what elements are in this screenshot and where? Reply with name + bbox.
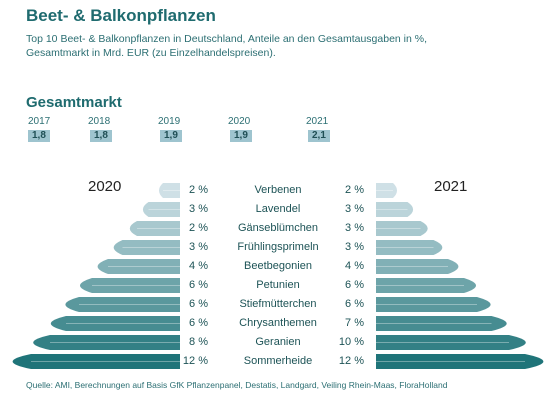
value-label-2020: 3 % (189, 202, 208, 215)
category-label: Frühlingsprimeln (237, 240, 319, 253)
category-label: Beetbegonien (244, 259, 312, 272)
category-label: Gänseblümchen (237, 221, 319, 234)
band-2021 (376, 354, 544, 369)
band-2021 (376, 221, 428, 236)
value-label-2021: 6 % (345, 278, 364, 291)
band-2021 (376, 259, 459, 274)
market-year-label: 2018 (88, 116, 111, 127)
value-label-2020: 2 % (189, 183, 208, 196)
value-label-2021: 10 % (338, 335, 364, 348)
band-2020 (159, 183, 180, 198)
value-label-2020: 3 % (189, 240, 208, 253)
band-2021 (376, 335, 526, 350)
value-label-2021: 3 % (345, 221, 364, 234)
band-2020 (50, 316, 180, 331)
band-2020 (142, 202, 180, 217)
value-label-2021: 3 % (345, 202, 364, 215)
category-label: Verbenen (254, 183, 302, 196)
chart-subtitle: Top 10 Beet- & Balkonpflanzen in Deutsch… (26, 33, 428, 59)
band-2021 (376, 278, 476, 293)
value-label-2020: 8 % (189, 335, 208, 348)
value-label-2021: 2 % (345, 183, 364, 196)
market-value: 1,8 (90, 130, 112, 142)
market-value: 1,8 (28, 130, 50, 142)
category-label: Sommerheide (243, 354, 313, 367)
year-2021-label: 2021 (434, 178, 468, 195)
value-label-2020: 6 % (189, 297, 208, 310)
band-2020 (12, 354, 180, 369)
band-2020 (33, 335, 181, 350)
market-year-label: 2021 (306, 116, 329, 127)
value-label-2021: 6 % (345, 297, 364, 310)
value-label-2021: 12 % (338, 354, 364, 367)
value-label-2020: 12 % (182, 354, 208, 367)
market-value: 2,1 (308, 130, 330, 142)
band-2021 (376, 183, 397, 198)
category-label: Lavendel (255, 202, 301, 215)
band-2020 (80, 278, 180, 293)
value-label-2020: 6 % (189, 278, 208, 291)
year-2020-label: 2020 (88, 178, 122, 195)
band-2021 (376, 240, 443, 255)
value-label-2020: 4 % (189, 259, 208, 272)
market-value: 1,9 (160, 130, 182, 142)
value-label-2020: 2 % (189, 221, 208, 234)
band-2020 (65, 297, 180, 312)
market-title: Gesamtmarkt (26, 94, 122, 111)
value-label-2021: 3 % (345, 240, 364, 253)
category-label: Geranien (255, 335, 301, 348)
band-2020 (113, 240, 180, 255)
market-year-label: 2019 (158, 116, 181, 127)
value-label-2020: 6 % (189, 316, 208, 329)
band-2021 (376, 202, 414, 217)
chart-title: Beet- & Balkonpflanzen (26, 6, 216, 25)
market-year-label: 2020 (228, 116, 251, 127)
category-label: Petunien (256, 278, 300, 291)
value-label-2021: 7 % (345, 316, 364, 329)
band-2020 (97, 259, 180, 274)
category-label: Stiefmütterchen (239, 297, 317, 310)
band-2021 (376, 316, 507, 331)
market-value: 1,9 (230, 130, 252, 142)
band-2020 (129, 221, 180, 236)
value-label-2021: 4 % (345, 259, 364, 272)
category-label: Chrysanthemen (239, 316, 317, 329)
source-note: Quelle: AMI, Berechnungen auf Basis GfK … (26, 380, 448, 390)
band-2021 (376, 297, 491, 312)
market-year-label: 2017 (28, 116, 51, 127)
